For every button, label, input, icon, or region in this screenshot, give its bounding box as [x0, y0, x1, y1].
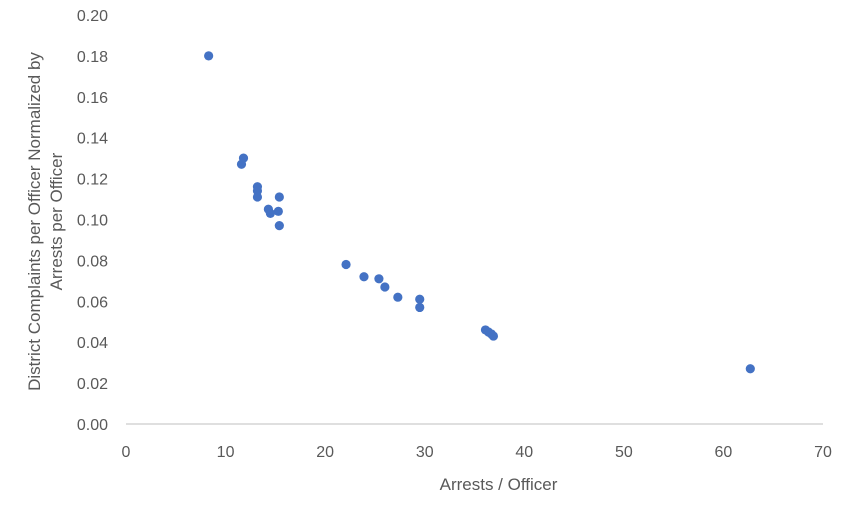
data-point — [488, 331, 499, 341]
data-point — [204, 51, 214, 61]
y-tick-label: 0.06 — [77, 294, 108, 311]
y-tick-label: 0.02 — [77, 376, 108, 393]
y-tick-label: 0.12 — [77, 172, 108, 189]
x-tick-label: 0 — [122, 444, 131, 461]
x-tick-label: 30 — [416, 444, 434, 461]
y-tick-label: 0.20 — [77, 8, 108, 25]
x-tick-label: 50 — [615, 444, 633, 461]
data-point — [274, 192, 284, 202]
y-tick-label: 0.00 — [77, 417, 108, 434]
x-tick-label: 40 — [515, 444, 533, 461]
data-point — [265, 208, 275, 218]
y-tick-label: 0.10 — [77, 213, 108, 230]
data-point — [359, 272, 369, 282]
x-tick-label: 70 — [814, 444, 832, 461]
y-axis-title: District Complaints per Officer Normaliz… — [25, 52, 66, 391]
y-tick-label: 0.08 — [77, 253, 108, 270]
y-tick-label: 0.14 — [77, 131, 108, 148]
x-tick-label: 20 — [316, 444, 334, 461]
data-point — [252, 192, 263, 202]
y-tick-label: 0.16 — [77, 90, 108, 107]
x-axis-title: Arrests / Officer — [440, 475, 558, 494]
y-axis-ticks: 0.00 0.02 0.04 0.06 0.08 0.10 0.12 0.14 0.16 0.18… — [77, 8, 108, 434]
data-point — [415, 294, 425, 304]
y-axis-title-line: District Complaints per Officer Normaliz… — [25, 52, 44, 391]
y-axis-title-line: Arrests per Officer — [47, 152, 66, 290]
x-tick-label: 10 — [217, 444, 235, 461]
data-point — [745, 364, 755, 374]
y-tick-label: 0.18 — [77, 49, 108, 66]
data-point — [341, 259, 351, 270]
data-point — [393, 292, 403, 302]
data-point — [415, 302, 425, 313]
data-point — [380, 282, 390, 292]
data-point — [273, 206, 283, 216]
data-point — [236, 159, 247, 169]
data-points — [204, 51, 755, 374]
x-axis-ticks: 0 10 20 30 40 50 60 70 — [122, 444, 832, 461]
data-point — [274, 221, 284, 231]
x-tick-label: 60 — [715, 444, 733, 461]
data-point — [374, 274, 384, 284]
y-tick-label: 0.04 — [77, 335, 108, 352]
